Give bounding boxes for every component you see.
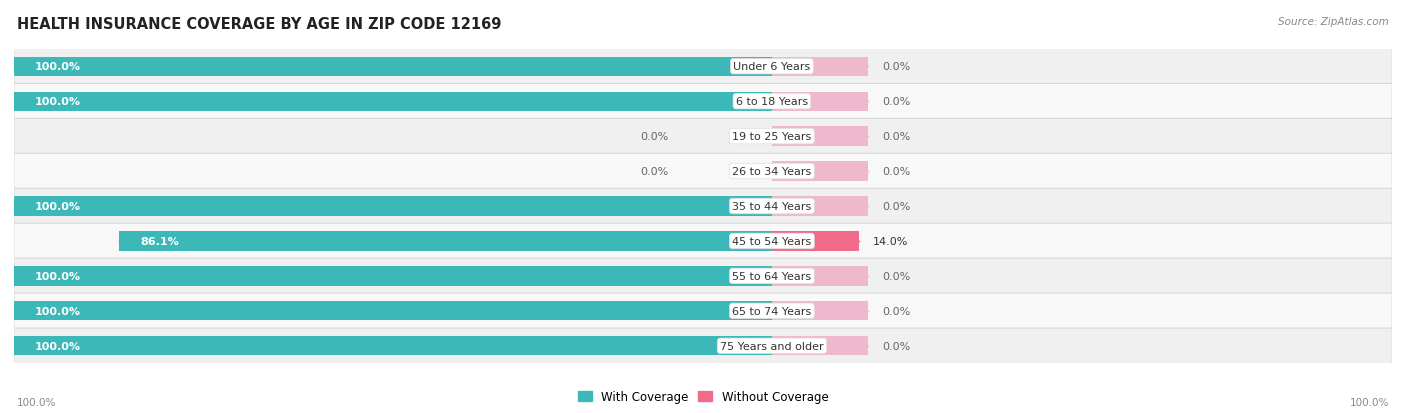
Legend: With Coverage, Without Coverage: With Coverage, Without Coverage (572, 385, 834, 408)
Text: 0.0%: 0.0% (882, 306, 910, 316)
Text: Source: ZipAtlas.com: Source: ZipAtlas.com (1278, 17, 1389, 26)
Text: 14.0%: 14.0% (873, 236, 908, 247)
Point (858, 133, 880, 140)
Text: 65 to 74 Years: 65 to 74 Years (733, 306, 811, 316)
Bar (14, 57, 772, 76)
Point (858, 273, 880, 280)
FancyBboxPatch shape (14, 293, 1392, 329)
Text: 26 to 34 Years: 26 to 34 Years (733, 166, 811, 177)
Bar (772, 197, 869, 216)
Text: 0.0%: 0.0% (882, 62, 910, 72)
FancyBboxPatch shape (14, 328, 1392, 364)
Bar (14, 197, 772, 216)
Point (3, 273, 25, 280)
Text: 100.0%: 100.0% (35, 341, 80, 351)
Bar (14, 337, 772, 356)
Text: 0.0%: 0.0% (640, 166, 669, 177)
Point (3, 308, 25, 314)
Text: 86.1%: 86.1% (141, 236, 179, 247)
Point (858, 64, 880, 70)
Bar (772, 127, 869, 146)
FancyBboxPatch shape (14, 259, 1392, 294)
Text: 100.0%: 100.0% (35, 271, 80, 281)
Point (858, 343, 880, 349)
Bar (14, 92, 772, 112)
Point (108, 238, 131, 244)
Point (858, 99, 880, 105)
Text: 0.0%: 0.0% (882, 132, 910, 142)
Bar (772, 337, 869, 356)
Bar (14, 301, 772, 321)
Text: 75 Years and older: 75 Years and older (720, 341, 824, 351)
Text: 100.0%: 100.0% (35, 306, 80, 316)
FancyBboxPatch shape (14, 119, 1392, 154)
Point (3, 203, 25, 210)
Bar (772, 57, 869, 76)
Text: Under 6 Years: Under 6 Years (734, 62, 810, 72)
Point (858, 169, 880, 175)
Bar (14, 267, 772, 286)
Point (3, 343, 25, 349)
Text: 19 to 25 Years: 19 to 25 Years (733, 132, 811, 142)
Text: 0.0%: 0.0% (882, 271, 910, 281)
Text: HEALTH INSURANCE COVERAGE BY AGE IN ZIP CODE 12169: HEALTH INSURANCE COVERAGE BY AGE IN ZIP … (17, 17, 502, 31)
Bar (772, 162, 869, 181)
FancyBboxPatch shape (14, 84, 1392, 120)
Point (3, 99, 25, 105)
Text: 35 to 44 Years: 35 to 44 Years (733, 202, 811, 211)
Text: 55 to 64 Years: 55 to 64 Years (733, 271, 811, 281)
Text: 100.0%: 100.0% (35, 202, 80, 211)
Text: 0.0%: 0.0% (882, 166, 910, 177)
Text: 100.0%: 100.0% (35, 62, 80, 72)
FancyBboxPatch shape (14, 49, 1392, 85)
Text: 45 to 54 Years: 45 to 54 Years (733, 236, 811, 247)
Text: 100.0%: 100.0% (35, 97, 80, 107)
Text: 0.0%: 0.0% (882, 341, 910, 351)
Bar (772, 232, 859, 251)
Bar (772, 301, 869, 321)
Point (858, 308, 880, 314)
Point (848, 238, 870, 244)
FancyBboxPatch shape (14, 223, 1392, 259)
Point (858, 203, 880, 210)
Bar (772, 92, 869, 112)
FancyBboxPatch shape (14, 189, 1392, 224)
Bar (120, 232, 772, 251)
Text: 0.0%: 0.0% (882, 97, 910, 107)
Text: 0.0%: 0.0% (882, 202, 910, 211)
Bar (772, 267, 869, 286)
Text: 6 to 18 Years: 6 to 18 Years (735, 97, 808, 107)
FancyBboxPatch shape (14, 154, 1392, 190)
Text: 100.0%: 100.0% (17, 397, 56, 407)
Point (3, 64, 25, 70)
Text: 0.0%: 0.0% (640, 132, 669, 142)
Text: 100.0%: 100.0% (1350, 397, 1389, 407)
